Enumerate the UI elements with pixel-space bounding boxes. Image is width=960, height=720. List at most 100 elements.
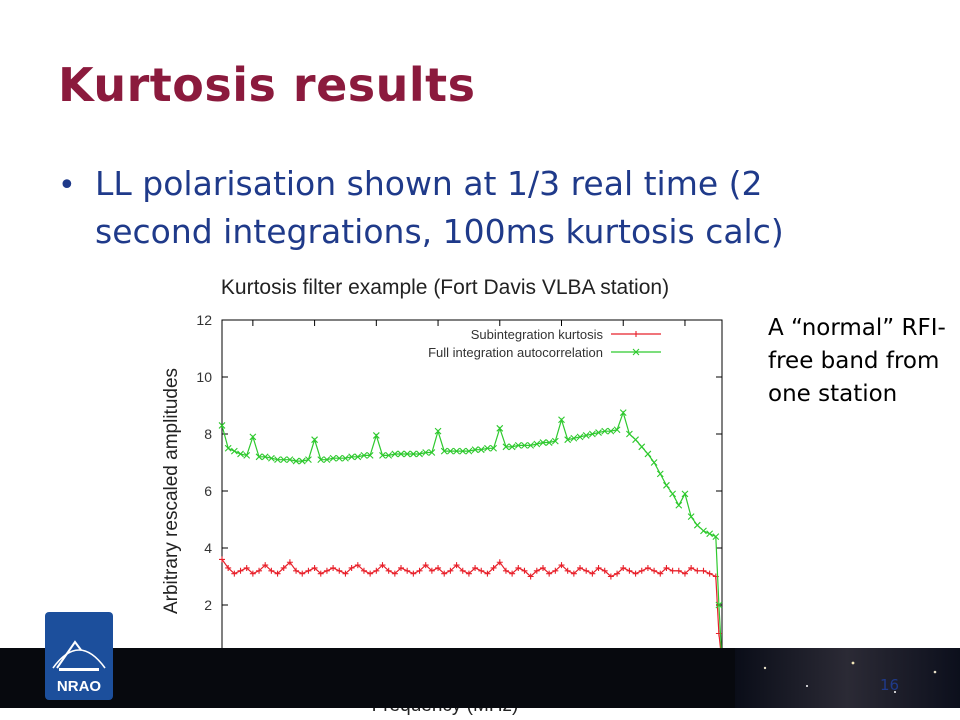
data-point bbox=[546, 570, 553, 577]
logo-text: NRAO bbox=[57, 678, 101, 695]
data-point bbox=[712, 533, 720, 540]
data-point bbox=[335, 454, 343, 462]
data-point bbox=[274, 456, 281, 464]
data-point bbox=[342, 454, 349, 462]
y-tick-label: 12 bbox=[196, 312, 212, 328]
data-point bbox=[471, 446, 479, 454]
data-point bbox=[409, 450, 417, 458]
data-point bbox=[564, 567, 571, 574]
data-point bbox=[225, 564, 232, 571]
data-point bbox=[305, 567, 312, 574]
data-point bbox=[416, 567, 423, 574]
data-point bbox=[607, 573, 614, 580]
data-point bbox=[262, 562, 269, 569]
data-point bbox=[515, 564, 522, 571]
data-point bbox=[681, 490, 689, 498]
data-point bbox=[385, 451, 393, 459]
legend-marker bbox=[633, 331, 639, 337]
data-point bbox=[428, 449, 436, 456]
data-point bbox=[558, 416, 565, 424]
data-point bbox=[435, 564, 442, 571]
data-point bbox=[472, 564, 479, 571]
data-point bbox=[706, 530, 714, 538]
data-point bbox=[502, 567, 509, 574]
data-point bbox=[348, 564, 355, 571]
data-point bbox=[663, 481, 670, 489]
data-point bbox=[521, 442, 528, 449]
data-point bbox=[545, 439, 553, 446]
data-point bbox=[274, 570, 281, 577]
data-point bbox=[422, 562, 429, 569]
data-point bbox=[286, 456, 294, 464]
data-point bbox=[218, 422, 226, 429]
data-point bbox=[700, 567, 707, 574]
data-point bbox=[595, 429, 602, 436]
data-point bbox=[539, 439, 547, 446]
data-point bbox=[527, 573, 534, 580]
data-point bbox=[644, 564, 651, 571]
data-point bbox=[552, 567, 559, 574]
data-point bbox=[638, 567, 645, 574]
data-point bbox=[256, 567, 263, 574]
data-point bbox=[551, 437, 559, 445]
data-point bbox=[601, 427, 609, 435]
data-point bbox=[354, 453, 362, 461]
data-point bbox=[589, 570, 596, 577]
data-point bbox=[693, 521, 701, 529]
data-point bbox=[372, 432, 380, 439]
data-point bbox=[478, 567, 485, 574]
data-point bbox=[237, 450, 244, 458]
data-point bbox=[422, 449, 430, 456]
y-axis-label: Arbitrary rescaled amplitudes bbox=[161, 368, 182, 614]
data-point bbox=[447, 447, 454, 455]
series-line-2 bbox=[221, 410, 723, 663]
data-point bbox=[595, 564, 602, 571]
data-point bbox=[638, 443, 646, 451]
data-point bbox=[373, 567, 380, 574]
data-point bbox=[675, 567, 682, 574]
data-point bbox=[577, 564, 584, 571]
data-point bbox=[619, 409, 627, 417]
legend-label: Subintegration kurtosis bbox=[471, 327, 604, 342]
data-point bbox=[379, 562, 386, 569]
nrao-logo: NRAO bbox=[45, 612, 113, 700]
data-point bbox=[496, 559, 503, 566]
data-point bbox=[675, 501, 683, 509]
series-line-1 bbox=[221, 559, 723, 663]
data-point bbox=[570, 570, 577, 577]
data-point bbox=[465, 570, 472, 577]
legend-label: Full integration autocorrelation bbox=[428, 345, 603, 360]
data-point bbox=[428, 567, 435, 574]
data-point bbox=[440, 447, 448, 455]
y-tick-label: 2 bbox=[204, 597, 212, 613]
data-point bbox=[360, 451, 368, 459]
legend-marker bbox=[632, 348, 640, 356]
data-point bbox=[614, 570, 621, 577]
slide-title: Kurtosis results bbox=[58, 58, 476, 112]
data-point bbox=[465, 447, 473, 455]
data-point bbox=[360, 567, 367, 574]
data-point bbox=[398, 564, 405, 571]
data-point bbox=[286, 559, 293, 566]
data-point bbox=[317, 570, 324, 577]
data-point bbox=[280, 564, 287, 571]
data-point bbox=[243, 564, 250, 571]
data-point bbox=[509, 570, 516, 577]
data-point bbox=[305, 456, 312, 464]
data-point bbox=[669, 567, 676, 574]
data-point bbox=[694, 567, 701, 574]
data-point bbox=[620, 564, 627, 571]
data-point bbox=[715, 601, 723, 609]
data-point bbox=[632, 570, 639, 577]
data-point bbox=[490, 444, 497, 452]
data-point bbox=[496, 424, 504, 432]
data-point bbox=[484, 570, 491, 577]
data-point bbox=[632, 436, 639, 444]
data-point bbox=[298, 457, 306, 465]
data-point bbox=[299, 570, 306, 577]
data-point bbox=[403, 450, 411, 458]
data-point bbox=[539, 564, 546, 571]
data-point bbox=[588, 430, 596, 438]
data-point bbox=[249, 433, 257, 441]
data-point bbox=[249, 570, 256, 577]
